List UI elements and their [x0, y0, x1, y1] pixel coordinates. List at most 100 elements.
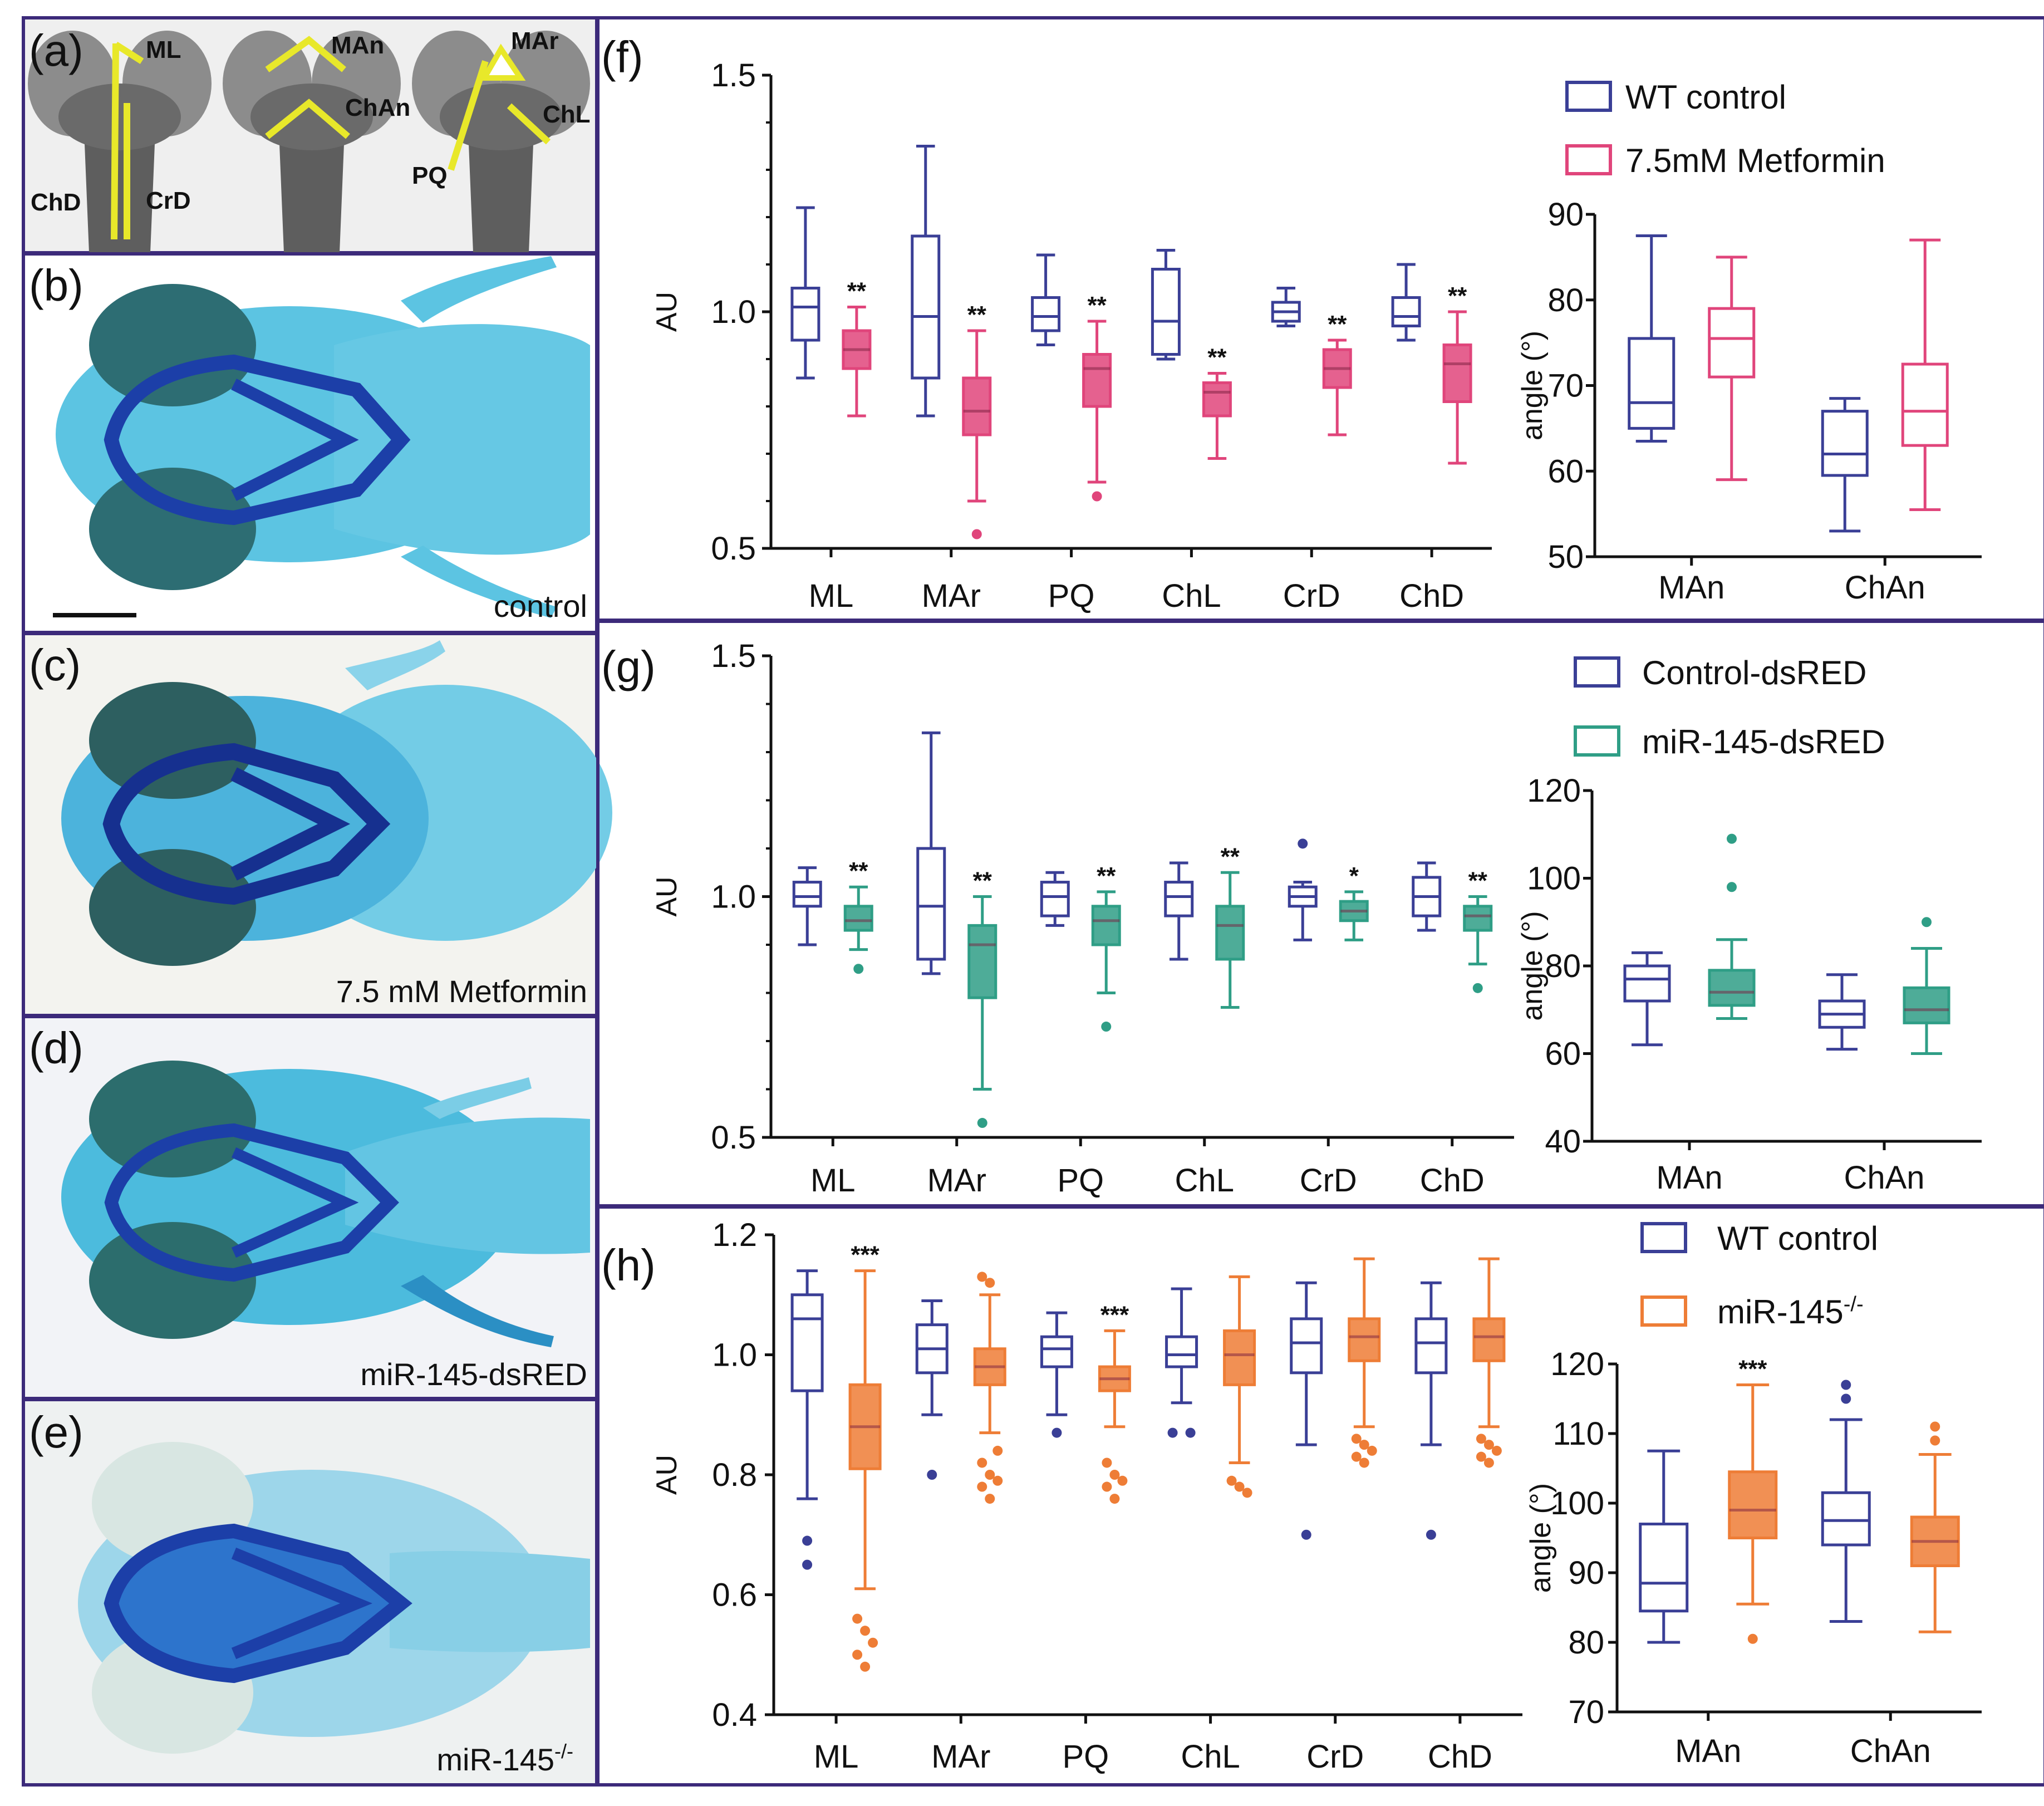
outlier-point — [977, 1481, 987, 1492]
outlier-point — [1298, 838, 1308, 849]
y-tick-label-g-angle: 40 — [1545, 1123, 1581, 1160]
box-body — [1821, 410, 1869, 477]
outlier-point — [802, 1559, 813, 1570]
outlier-point — [1234, 1481, 1245, 1492]
outlier-point — [868, 1637, 878, 1648]
panel-label-f: (f) — [601, 32, 643, 82]
caption-b: control — [494, 588, 587, 624]
box-body — [911, 234, 941, 380]
jaw-label-man: MAn — [331, 32, 384, 59]
y-tick-label-g-angle: 100 — [1527, 861, 1581, 897]
outlier-point — [977, 1272, 987, 1282]
chart-f: 0.5 1.0 1.5 AU ML MAr PQ ChL CrD ChD ** ** ** ** ** ** — [651, 57, 1492, 614]
panel-label-b: (b) — [29, 261, 83, 310]
y-tick-label-f: 1.0 — [711, 294, 756, 330]
box-f-PQ-s0 — [1031, 253, 1061, 346]
box-f-ChD-s0 — [1391, 263, 1421, 342]
box-g-CrD-s0 — [1288, 838, 1318, 941]
caption-e: miR-145-/- — [436, 1740, 573, 1777]
y-axis-title-h-angle: angle (°) — [1525, 1483, 1557, 1593]
x-tick-label-h-ChL: ChL — [1181, 1739, 1240, 1775]
box-g-angle-MAn-s0 — [1623, 951, 1671, 1047]
outlier-point — [1747, 1633, 1758, 1644]
outlier-point — [1483, 1457, 1494, 1468]
box-g-ChD-s0 — [1412, 861, 1442, 932]
outlier-point — [1476, 1451, 1486, 1462]
box-body — [1040, 881, 1070, 917]
box-h-angle-ChAn-s0 — [1821, 1380, 1871, 1623]
y-tick-label-h: 0.8 — [712, 1457, 757, 1493]
box-g-angle-MAn-s1 — [1708, 833, 1756, 1020]
panel-c: (c) 7.5 mM Metformin — [22, 632, 612, 1017]
outlier-point — [1226, 1475, 1237, 1486]
box-body — [1202, 381, 1232, 418]
box-body — [1091, 905, 1121, 946]
box-f-angle-ChAn-s1 — [1901, 238, 1949, 511]
outlier-point — [1351, 1434, 1362, 1444]
x-tick-label-f-angle-ChAn: ChAn — [1845, 570, 1925, 606]
y-tick-label-f: 1.5 — [711, 57, 756, 94]
box-body — [1821, 1491, 1871, 1547]
jaw-label-crd: CrD — [146, 187, 191, 214]
jaw-label-chan: ChAn — [345, 94, 410, 121]
significance-f-PQ: ** — [1087, 292, 1107, 319]
outlier-point — [1727, 882, 1737, 892]
outlier-point — [1472, 983, 1483, 993]
box-body — [1414, 1317, 1448, 1375]
box-body — [1639, 1523, 1689, 1613]
larva-head-a1 — [28, 31, 212, 253]
box-g-ChL-s0 — [1164, 861, 1194, 961]
box-body — [1708, 307, 1756, 379]
box-f-CrD-s0 — [1271, 287, 1301, 327]
y-tick-label-h-angle: 110 — [1553, 1416, 1604, 1452]
box-f-ChD-s1 — [1442, 310, 1472, 465]
box-h-MAr-s1 — [973, 1272, 1006, 1504]
x-tick-label-g-ML: ML — [810, 1162, 856, 1199]
x-tick-label-f-MAr: MAr — [922, 578, 981, 614]
jaw-label-pq: PQ — [412, 162, 448, 189]
box-body — [1151, 268, 1181, 356]
box-body — [1223, 1329, 1256, 1386]
box-body — [1442, 343, 1472, 403]
y-axis-title-f: AU — [651, 292, 683, 332]
box-g-angle-ChAn-s1 — [1903, 917, 1950, 1055]
outlier-point — [852, 1613, 863, 1624]
x-tick-label-g-angle-MAn: MAn — [1656, 1160, 1722, 1196]
y-tick-label-h: 1.0 — [712, 1337, 757, 1373]
panel-label-a: (a) — [29, 26, 83, 75]
jaw-label-mar: MAr — [511, 27, 559, 55]
outlier-point — [1359, 1440, 1369, 1450]
y-tick-label-f-angle: 70 — [1547, 368, 1584, 404]
outlier-point — [1109, 1494, 1120, 1504]
box-g-ML-s1 — [843, 885, 873, 974]
outlier-point — [1841, 1393, 1851, 1404]
outlier-point — [1727, 833, 1737, 844]
jaw-label-chd: ChD — [31, 189, 81, 216]
box-body — [1472, 1317, 1506, 1362]
box-f-CrD-s1 — [1322, 338, 1352, 436]
box-body — [1348, 1317, 1381, 1362]
box-g-CrD-s1 — [1339, 890, 1369, 941]
y-tick-label-f-angle: 90 — [1547, 197, 1584, 233]
box-h-PQ-s1 — [1098, 1329, 1131, 1504]
outlier-point — [985, 1470, 995, 1480]
significance-g-PQ: ** — [1097, 862, 1116, 890]
outlier-point — [1109, 1470, 1120, 1480]
y-tick-label-h: 0.4 — [712, 1697, 757, 1733]
x-tick-label-g-angle-ChAn: ChAn — [1844, 1160, 1924, 1196]
significance-f-ML: ** — [847, 278, 867, 305]
box-body — [1901, 362, 1949, 447]
legend-g-label-1: miR-145-dsRED — [1642, 723, 1885, 760]
outlier-point — [977, 1118, 987, 1128]
legend-g: Control-dsRED miR-145-dsRED — [1574, 654, 1885, 760]
legend-h: WT control miR-145-/- — [1640, 1220, 1878, 1331]
panel-label-e: (e) — [29, 1407, 83, 1457]
jaw-label-ml: ML — [146, 36, 181, 63]
outlier-point — [1930, 1421, 1940, 1432]
box-g-ML-s0 — [792, 866, 822, 946]
box-h-ChD-s0 — [1414, 1281, 1448, 1540]
panel-d: (d) miR-145-dsRED — [22, 1015, 598, 1400]
panel-label-g: (g) — [601, 642, 656, 691]
legend-f: WT control 7.5mM Metformin — [1565, 78, 1885, 179]
x-tick-label-f-PQ: PQ — [1048, 578, 1095, 614]
